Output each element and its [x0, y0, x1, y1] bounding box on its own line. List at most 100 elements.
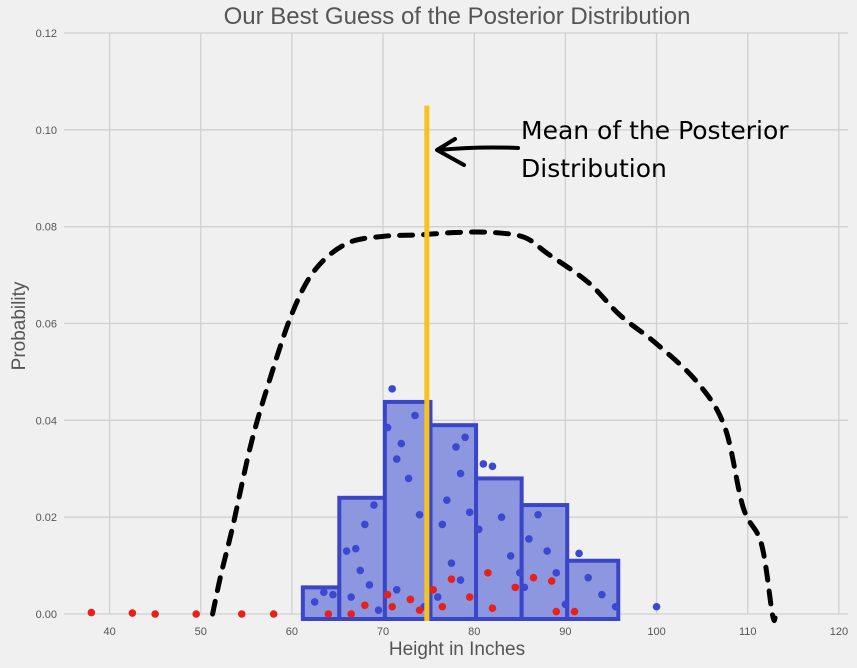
histogram-bars	[300, 399, 621, 622]
blue-point	[584, 573, 592, 582]
annotation-line-1: Mean of the Posterior	[521, 116, 789, 145]
blue-point	[461, 433, 469, 442]
blue-point	[543, 547, 551, 555]
blue-point	[488, 462, 497, 471]
grid-lines	[64, 32, 848, 615]
blue-point	[479, 460, 488, 468]
annotation-arrow	[435, 137, 520, 167]
x-tick-label: 100	[647, 626, 665, 638]
red-point	[192, 610, 200, 618]
blue-point	[365, 581, 374, 589]
red-point	[324, 610, 333, 618]
y-tick-label: 0.06	[36, 319, 57, 331]
x-axis-label: Height in Inches	[389, 639, 525, 660]
x-tick-label: 50	[195, 626, 207, 638]
dashed-curve	[210, 229, 778, 623]
red-point	[438, 602, 447, 611]
histogram-bar	[428, 423, 479, 621]
red-points	[87, 569, 579, 618]
blue-point	[433, 593, 442, 601]
red-point	[488, 604, 497, 612]
chart-title: Our Best Guess of the Posterior Distribu…	[224, 3, 691, 30]
blue-point	[374, 606, 383, 614]
blue-point	[506, 552, 515, 560]
blue-point	[370, 501, 378, 509]
posterior-curve	[210, 229, 778, 623]
y-tick-label: 0.08	[36, 222, 57, 234]
blue-point	[534, 510, 542, 519]
y-tick-label: 0.00	[36, 609, 57, 621]
blue-point	[516, 569, 524, 577]
blue-point	[443, 496, 451, 505]
y-tick-labels: 0.00 0.02 0.04 0.06 0.08 0.10 0.12	[36, 28, 57, 621]
blue-point	[598, 590, 606, 599]
blue-point	[456, 576, 465, 584]
blue-point	[329, 590, 337, 599]
x-tick-label: 110	[739, 626, 757, 638]
arrow-head	[435, 137, 466, 167]
x-tick-label: 40	[103, 626, 115, 638]
red-point	[406, 595, 415, 604]
y-tick-label: 0.10	[36, 125, 57, 137]
blue-points	[310, 385, 661, 614]
blue-point	[397, 439, 406, 448]
x-tick-label: 90	[559, 626, 571, 638]
y-axis-label: Probability	[9, 281, 30, 370]
blue-point	[438, 520, 447, 529]
histogram-bar	[337, 495, 387, 621]
red-point	[87, 608, 96, 617]
red-point	[511, 583, 520, 592]
red-point	[361, 601, 369, 610]
red-point	[465, 593, 474, 601]
blue-point	[452, 443, 460, 451]
blue-point	[465, 508, 474, 517]
blue-point	[388, 385, 396, 393]
red-point	[447, 575, 456, 583]
blue-point	[611, 602, 620, 611]
blue-point	[415, 510, 424, 519]
blue-point	[474, 525, 483, 534]
blue-point	[361, 520, 369, 529]
x-tick-label: 80	[468, 626, 480, 638]
x-tick-label: 60	[286, 626, 298, 638]
y-tick-label: 0.04	[36, 415, 57, 427]
x-tick-label: 120	[830, 626, 848, 638]
red-point	[388, 602, 396, 611]
red-point	[269, 610, 278, 618]
blue-point	[356, 566, 365, 575]
blue-point	[552, 569, 561, 577]
red-point	[570, 607, 579, 616]
red-point	[237, 610, 246, 618]
blue-point	[456, 469, 465, 478]
red-point	[484, 569, 492, 577]
red-point	[383, 590, 392, 599]
blue-point	[652, 602, 661, 611]
y-tick-label: 0.02	[36, 512, 57, 524]
blue-point	[575, 549, 583, 558]
blue-point	[392, 585, 401, 594]
red-point	[547, 577, 556, 585]
red-point	[347, 610, 355, 618]
histogram-bar	[382, 399, 433, 621]
blue-point	[351, 544, 360, 553]
red-point	[529, 573, 538, 582]
blue-point	[383, 423, 392, 432]
blue-point	[392, 455, 401, 463]
x-tick-labels: 40 50 60 70 80 90 100 110 120	[103, 626, 848, 638]
red-point	[415, 606, 424, 614]
histogram-bar	[519, 503, 570, 621]
red-point	[151, 610, 159, 618]
blue-point	[447, 559, 456, 567]
blue-point	[525, 535, 533, 543]
red-point	[128, 609, 137, 617]
arrow-shaft	[436, 145, 520, 152]
blue-point	[404, 474, 413, 483]
blue-point	[497, 513, 506, 521]
blue-point	[411, 411, 419, 420]
blue-point	[320, 588, 328, 597]
blue-point	[342, 547, 351, 555]
annotation-line-2: Distribution	[521, 154, 667, 183]
blue-point	[561, 600, 570, 609]
blue-point	[347, 593, 355, 601]
